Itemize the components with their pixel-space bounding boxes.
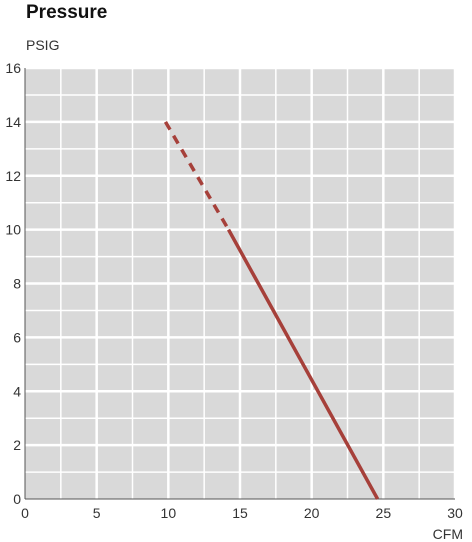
x-tick-labels: 0 5 10 15 20 25 30 [21, 505, 463, 521]
x-tick-label: 20 [304, 505, 320, 521]
x-tick-label: 0 [21, 505, 29, 521]
chart-title: Pressure [26, 2, 107, 23]
x-tick-label: 5 [93, 505, 101, 521]
y-tick-label: 0 [13, 491, 21, 507]
x-tick-label: 15 [232, 505, 248, 521]
y-axis-unit: PSIG [26, 37, 59, 53]
y-tick-label: 16 [5, 60, 21, 76]
y-tick-label: 4 [13, 383, 21, 399]
x-tick-label: 30 [447, 505, 463, 521]
y-tick-label: 6 [13, 329, 21, 345]
series-line-solid [227, 228, 380, 500]
y-tick-label: 2 [13, 437, 21, 453]
y-tick-label: 14 [5, 114, 21, 130]
major-gridlines [24, 66, 457, 500]
y-tick-label: 12 [5, 168, 21, 184]
x-tick-label: 25 [376, 505, 392, 521]
y-tick-label: 10 [5, 222, 21, 238]
series-line-dashed [163, 120, 231, 231]
x-tick-label: 10 [161, 505, 177, 521]
y-tick-label: 8 [13, 276, 21, 292]
x-axis-unit: CFM [433, 526, 463, 542]
series-layer [163, 120, 380, 500]
y-tick-labels: 0 2 4 6 8 10 12 14 16 [5, 60, 21, 507]
